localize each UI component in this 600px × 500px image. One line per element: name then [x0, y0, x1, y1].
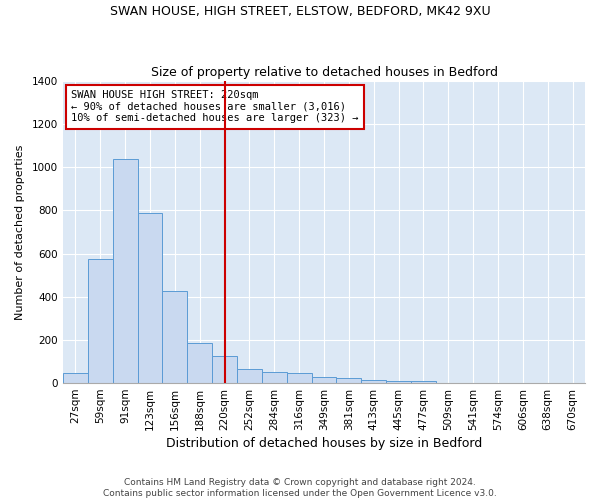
X-axis label: Distribution of detached houses by size in Bedford: Distribution of detached houses by size … [166, 437, 482, 450]
Bar [63, 374, 88, 383]
Bar [262, 372, 287, 383]
Bar [337, 378, 361, 383]
Bar [187, 343, 212, 383]
Bar [88, 259, 113, 383]
Title: Size of property relative to detached houses in Bedford: Size of property relative to detached ho… [151, 66, 497, 78]
Text: Contains HM Land Registry data © Crown copyright and database right 2024.
Contai: Contains HM Land Registry data © Crown c… [103, 478, 497, 498]
Bar [163, 292, 187, 383]
Bar [237, 369, 262, 383]
Bar [212, 356, 237, 383]
Bar [113, 158, 137, 383]
Bar [411, 381, 436, 383]
Text: SWAN HOUSE, HIGH STREET, ELSTOW, BEDFORD, MK42 9XU: SWAN HOUSE, HIGH STREET, ELSTOW, BEDFORD… [110, 5, 490, 18]
Bar [361, 380, 386, 383]
Bar [386, 381, 411, 383]
Bar [287, 374, 311, 383]
Bar [311, 377, 337, 383]
Bar [137, 212, 163, 383]
Y-axis label: Number of detached properties: Number of detached properties [15, 144, 25, 320]
Text: SWAN HOUSE HIGH STREET: 220sqm
← 90% of detached houses are smaller (3,016)
10% : SWAN HOUSE HIGH STREET: 220sqm ← 90% of … [71, 90, 358, 124]
